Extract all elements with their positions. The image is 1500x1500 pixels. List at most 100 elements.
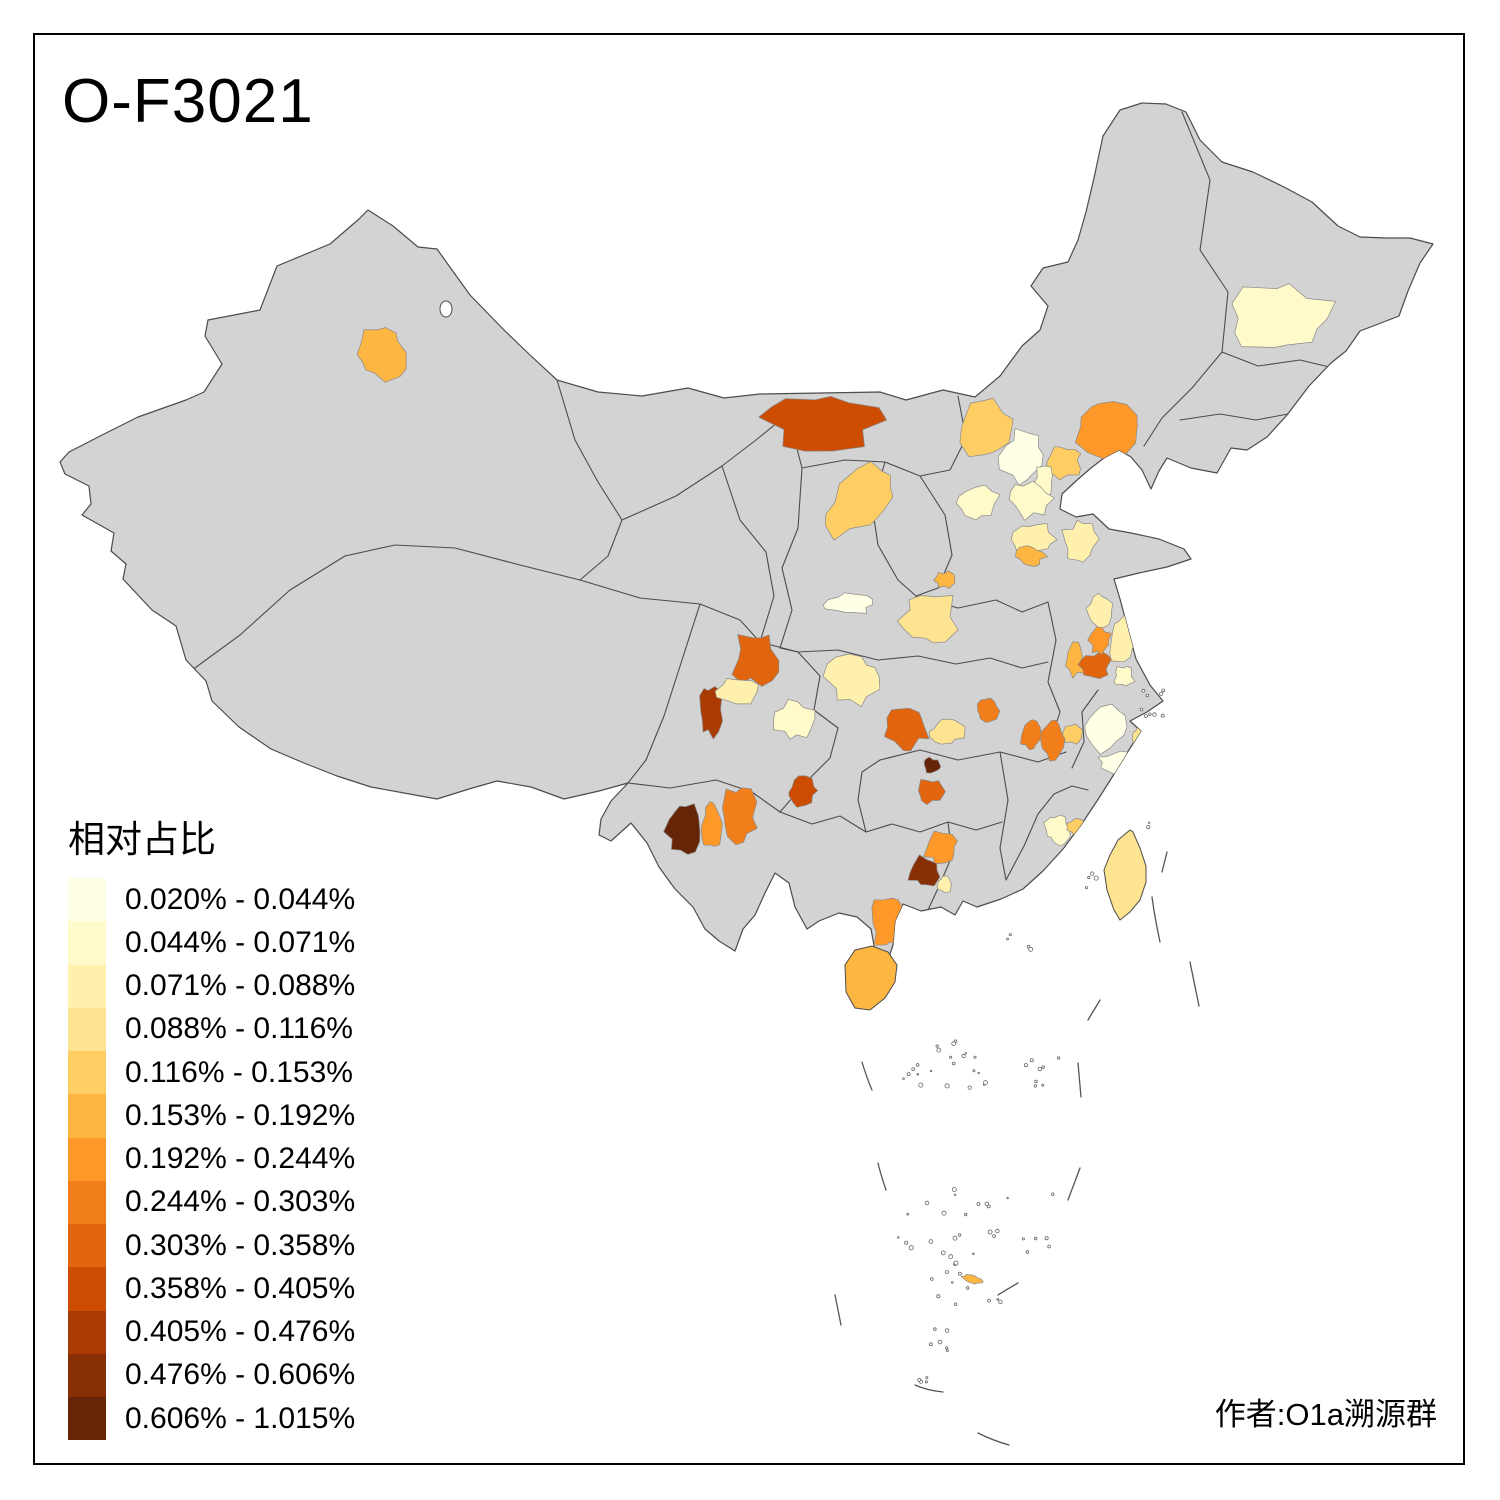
legend-item: 0.153% - 0.192% bbox=[68, 1094, 356, 1138]
chengdu-blob bbox=[731, 634, 780, 687]
island-speck bbox=[1023, 1063, 1028, 1068]
guangxi-se-blob bbox=[936, 875, 952, 894]
island-speck bbox=[976, 1202, 981, 1206]
island-speck bbox=[965, 1286, 970, 1290]
island-speck bbox=[1141, 688, 1146, 693]
legend-label: 0.303% - 0.358% bbox=[125, 1228, 356, 1262]
henan-n-blob bbox=[933, 570, 956, 589]
island-speck bbox=[1148, 712, 1152, 716]
island-speck bbox=[1028, 946, 1034, 952]
sea-dash bbox=[1161, 851, 1168, 873]
xinjiang-blob bbox=[356, 327, 407, 383]
legend-label: 0.020% - 0.044% bbox=[125, 882, 356, 916]
hubei-se-blob bbox=[1062, 723, 1083, 745]
province-border-line bbox=[999, 751, 1009, 881]
island-speck bbox=[949, 1055, 953, 1059]
island-speck bbox=[1144, 714, 1148, 718]
island-speck bbox=[953, 1302, 958, 1306]
jiangsu-s-blob bbox=[1113, 666, 1136, 687]
shandong-e-blob bbox=[1061, 520, 1100, 563]
author-credit: 作者:O1a溯源群 bbox=[1214, 1397, 1437, 1432]
legend-label: 0.116% - 0.153% bbox=[125, 1055, 353, 1089]
island-speck bbox=[925, 1376, 929, 1380]
island-speck bbox=[950, 1281, 954, 1284]
guangxi-ne-blob bbox=[923, 830, 958, 865]
island-speck bbox=[1021, 1237, 1025, 1241]
legend-swatch bbox=[68, 878, 106, 922]
island-speck bbox=[972, 1252, 975, 1256]
hebei-ne-blob bbox=[1046, 446, 1082, 481]
gansu-se-blob bbox=[773, 698, 816, 740]
island-speck bbox=[915, 1063, 920, 1067]
island-speck bbox=[951, 1041, 956, 1046]
nine-dash-line bbox=[834, 851, 1200, 1446]
island-speck bbox=[1029, 1058, 1034, 1063]
island-speck bbox=[964, 1052, 968, 1055]
island-speck bbox=[996, 1298, 999, 1301]
anhui-c-blob bbox=[1064, 641, 1085, 679]
island-speck bbox=[1033, 1084, 1037, 1088]
legend-swatch bbox=[68, 1051, 106, 1095]
hubei-e-blob bbox=[1020, 719, 1042, 751]
hainan-island bbox=[844, 945, 898, 1011]
legend-swatch bbox=[68, 964, 106, 1008]
heilongjiang-blob bbox=[1231, 283, 1336, 348]
island-speck bbox=[946, 1349, 949, 1352]
island-speck bbox=[1008, 933, 1012, 937]
hubei-nw-blob bbox=[977, 697, 1001, 723]
island-speck bbox=[906, 1072, 911, 1076]
island-speck bbox=[1051, 1192, 1055, 1196]
legend-title: 相对占比 bbox=[68, 819, 216, 860]
island-speck bbox=[933, 1327, 937, 1331]
island-speck bbox=[936, 1294, 941, 1299]
sea-dash bbox=[997, 1282, 1019, 1296]
legend-swatch bbox=[68, 1180, 106, 1224]
island-speck bbox=[940, 1250, 946, 1256]
province-border-line bbox=[1179, 413, 1289, 421]
taiwan-island bbox=[1103, 829, 1147, 921]
island-speck bbox=[1034, 1079, 1038, 1084]
island-speck bbox=[1139, 707, 1144, 712]
province-border-line bbox=[627, 779, 781, 813]
island-speck bbox=[924, 1380, 928, 1384]
legend-label: 0.153% - 0.192% bbox=[125, 1098, 356, 1132]
sea-dash bbox=[1189, 961, 1200, 1007]
sea-dash bbox=[1077, 1062, 1082, 1098]
sea-dash bbox=[834, 1294, 842, 1326]
hebei-w-blob bbox=[955, 484, 1001, 521]
island-speck bbox=[1093, 875, 1099, 881]
yunnan-c-blob bbox=[701, 801, 723, 847]
legend-label: 0.192% - 0.244% bbox=[125, 1142, 356, 1176]
island-speck bbox=[992, 1234, 996, 1238]
province-border-line bbox=[1071, 689, 1099, 769]
island-speck bbox=[908, 1245, 914, 1251]
legend: 相对占比 0.020% - 0.044% 0.044% - 0.071% 0.071… bbox=[68, 819, 356, 1441]
jiangsu-n-blob bbox=[1085, 593, 1114, 629]
island-speck bbox=[929, 1069, 933, 1073]
province-border-line bbox=[915, 475, 953, 597]
island-speck bbox=[937, 1339, 943, 1345]
legend-swatch bbox=[68, 1224, 106, 1268]
legend-item: 0.606% - 1.015% bbox=[68, 1397, 355, 1441]
island-speck bbox=[1044, 1236, 1049, 1241]
province-border-line bbox=[857, 759, 881, 833]
legend-swatch bbox=[68, 1094, 106, 1138]
island-speck bbox=[973, 1055, 977, 1059]
sea-dash bbox=[861, 1061, 873, 1091]
legend-label: 0.044% - 0.071% bbox=[125, 925, 356, 959]
yunnan-e-blob bbox=[722, 787, 758, 846]
guizhou-n-blob bbox=[788, 775, 819, 808]
sea-dash bbox=[1067, 1167, 1081, 1201]
legend-label: 0.071% - 0.088% bbox=[125, 969, 356, 1003]
legend-swatch bbox=[68, 1267, 106, 1311]
legend-item: 0.358% - 0.405% bbox=[68, 1267, 355, 1311]
legend-item: 0.192% - 0.244% bbox=[68, 1137, 356, 1181]
hubei-c-blob bbox=[928, 718, 966, 745]
sea-dash bbox=[914, 1384, 944, 1393]
island-speck bbox=[1006, 937, 1009, 941]
legend-item: 0.071% - 0.088% bbox=[68, 964, 356, 1008]
island-speck bbox=[924, 1200, 930, 1206]
beijing-blob bbox=[997, 428, 1044, 486]
island-speck bbox=[958, 1271, 962, 1276]
island-speck bbox=[1057, 1056, 1061, 1060]
